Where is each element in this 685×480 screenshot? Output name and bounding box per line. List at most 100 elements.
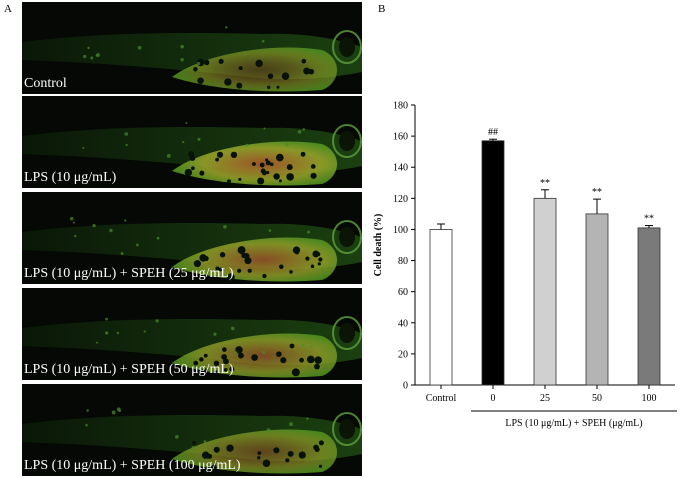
fish-yolk [172, 429, 337, 474]
dark-spot [226, 273, 235, 282]
dark-spot [305, 256, 310, 261]
fish-eye [332, 412, 362, 446]
y-axis-label: Cell death (%) [373, 214, 384, 277]
fluorescent-dot [156, 236, 160, 240]
fluorescent-dot [306, 417, 309, 420]
fluorescent-dot [203, 440, 207, 444]
dark-spot [280, 357, 287, 364]
dark-spot [286, 164, 293, 171]
dark-spot [203, 59, 210, 66]
dark-spot [294, 250, 300, 255]
zebrafish-image [22, 122, 362, 186]
x-tick-label: 0 [491, 393, 496, 404]
dark-spot [204, 466, 211, 474]
dark-spot [273, 447, 280, 454]
fluorescent-dot [175, 434, 179, 439]
fluorescent-dot [261, 39, 265, 43]
dark-spot [276, 85, 280, 89]
y-tick-label: 20 [398, 349, 408, 360]
dark-spot [313, 444, 319, 451]
fluorescent-dot [155, 319, 159, 323]
dark-spot [189, 155, 196, 161]
y-tick-label: 60 [398, 287, 408, 298]
dark-spot [215, 157, 219, 162]
image-caption: LPS (10 μg/mL) [24, 170, 117, 185]
fluorescent-dot [136, 243, 139, 247]
dark-spot [287, 450, 294, 457]
fluorescent-dot [85, 423, 88, 427]
dark-spot [237, 246, 246, 255]
fish-image-lps: LPS (10 μg/mL) [22, 96, 362, 188]
dark-spot [265, 160, 271, 166]
image-caption: LPS (10 μg/mL) + SPEH (25 μg/mL) [24, 266, 234, 281]
panel-b-label: B [378, 3, 386, 15]
dark-spot [265, 170, 270, 175]
dark-spot [270, 162, 274, 167]
dark-spot [310, 164, 316, 169]
fluorescent-dot [289, 422, 294, 427]
dark-spot [317, 262, 321, 266]
dark-spot [223, 367, 228, 372]
fish-eye [332, 316, 362, 350]
image-caption: Control [24, 76, 67, 91]
fish-eye [332, 30, 362, 64]
dark-spot [195, 369, 201, 375]
image-caption: LPS (10 μg/mL) + SPEH (50 μg/mL) [24, 362, 234, 377]
dark-spot [310, 172, 317, 179]
dark-spot [255, 59, 263, 68]
fluorescent-dot [230, 326, 235, 331]
fluorescent-dot [243, 52, 247, 56]
fish-image-control: Control [22, 2, 362, 94]
fluorescent-dot [284, 142, 289, 147]
y-tick-label: 40 [398, 318, 408, 329]
dark-spot [190, 166, 195, 171]
panel-a-label: A [4, 3, 12, 15]
fish-pupil [339, 323, 355, 343]
x-tick-label: 25 [540, 393, 550, 404]
fluorescent-dot [92, 223, 96, 228]
dark-spot [193, 260, 201, 268]
x-tick-label: 50 [592, 393, 602, 404]
dark-spot [265, 158, 269, 162]
fluorescent-dot [214, 439, 217, 442]
dark-spot [237, 268, 242, 273]
fluorescent-dot [185, 122, 188, 125]
fluorescent-dot [125, 143, 128, 147]
fluorescent-dot [120, 251, 124, 255]
dark-spot [275, 153, 284, 162]
fluorescent-dot [124, 219, 127, 222]
dark-spot [221, 354, 227, 360]
y-tick-label: 180 [393, 101, 408, 112]
significance-label: ** [592, 187, 602, 198]
fluorescent-dot [87, 46, 90, 50]
dark-spot [266, 85, 271, 90]
fluorescent-dot [90, 56, 94, 60]
dark-spot [238, 66, 243, 71]
dark-spot [291, 368, 300, 377]
fish-pupil [339, 227, 355, 247]
fluorescent-dot [109, 228, 113, 233]
x-tick-label: Control [426, 393, 457, 404]
dark-spot [238, 177, 242, 181]
dark-spot [308, 68, 315, 75]
dark-spot [199, 170, 205, 176]
fluorescent-dot [225, 26, 228, 29]
fluorescent-dot [105, 317, 108, 321]
fluorescent-dot [69, 216, 74, 221]
dark-spot [310, 264, 315, 269]
dark-spot [224, 78, 232, 86]
y-tick-label: 80 [398, 256, 408, 267]
dark-spot [219, 252, 226, 258]
dark-spot [285, 458, 290, 463]
dark-spot [213, 370, 218, 375]
fluorescent-dot [74, 234, 77, 238]
dark-spot [218, 58, 224, 64]
y-tick-label: 140 [393, 163, 408, 174]
dark-spot [262, 459, 271, 467]
x-tick-label: 100 [642, 393, 657, 404]
significance-label: ** [644, 214, 654, 225]
fluorescent-dot [180, 58, 184, 62]
fluorescent-dot [180, 44, 184, 49]
dark-spot [227, 179, 231, 184]
dark-spot [262, 273, 267, 279]
